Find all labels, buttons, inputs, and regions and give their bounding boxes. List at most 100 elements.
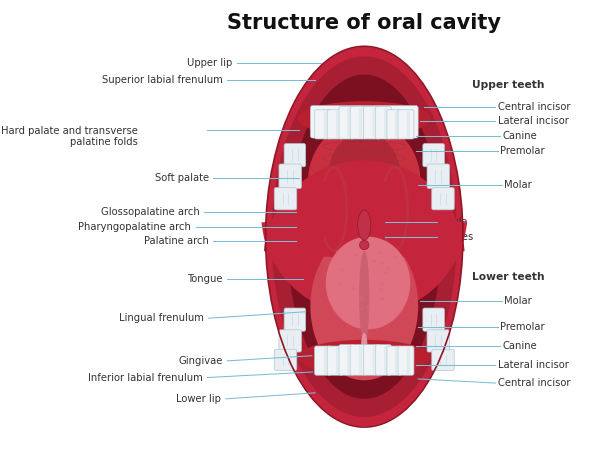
FancyBboxPatch shape	[336, 111, 340, 137]
FancyBboxPatch shape	[395, 348, 398, 374]
Text: Tongue: Tongue	[187, 274, 223, 284]
FancyBboxPatch shape	[432, 188, 454, 210]
FancyBboxPatch shape	[284, 308, 305, 331]
Text: Superior labial frenulum: Superior labial frenulum	[102, 75, 223, 85]
Ellipse shape	[379, 288, 383, 291]
Ellipse shape	[359, 296, 362, 299]
Ellipse shape	[336, 251, 340, 254]
FancyBboxPatch shape	[314, 346, 331, 375]
Ellipse shape	[361, 333, 368, 363]
Ellipse shape	[328, 132, 401, 220]
Ellipse shape	[384, 271, 388, 274]
Ellipse shape	[334, 189, 395, 266]
Ellipse shape	[272, 56, 457, 417]
FancyBboxPatch shape	[324, 111, 328, 137]
FancyBboxPatch shape	[324, 348, 328, 374]
FancyBboxPatch shape	[279, 330, 301, 352]
Ellipse shape	[287, 75, 442, 399]
FancyBboxPatch shape	[376, 107, 391, 139]
FancyBboxPatch shape	[279, 164, 301, 189]
Ellipse shape	[380, 262, 383, 265]
Text: Central incisor: Central incisor	[498, 378, 571, 388]
FancyBboxPatch shape	[339, 107, 354, 139]
Text: Molar: Molar	[504, 295, 532, 306]
FancyBboxPatch shape	[384, 346, 388, 374]
FancyBboxPatch shape	[387, 346, 402, 375]
Ellipse shape	[386, 267, 389, 270]
FancyBboxPatch shape	[387, 110, 402, 139]
Text: Canine: Canine	[503, 131, 537, 141]
Text: Gingivae: Gingivae	[178, 356, 223, 366]
Text: Central incisor: Central incisor	[498, 102, 571, 112]
FancyBboxPatch shape	[373, 346, 376, 374]
Ellipse shape	[351, 287, 355, 290]
Text: Glossopalatine arch: Glossopalatine arch	[101, 207, 199, 217]
FancyBboxPatch shape	[423, 144, 445, 167]
Ellipse shape	[380, 283, 384, 286]
Wedge shape	[264, 160, 464, 260]
FancyBboxPatch shape	[398, 110, 414, 139]
FancyBboxPatch shape	[347, 346, 350, 374]
Text: Soft palate: Soft palate	[155, 173, 209, 183]
FancyBboxPatch shape	[314, 110, 331, 139]
Text: Structure of oral cavity: Structure of oral cavity	[227, 13, 501, 33]
FancyBboxPatch shape	[327, 110, 343, 139]
FancyBboxPatch shape	[373, 108, 376, 137]
Ellipse shape	[358, 210, 371, 240]
Text: Lower teeth: Lower teeth	[472, 273, 545, 282]
Ellipse shape	[361, 298, 364, 301]
Ellipse shape	[298, 340, 431, 375]
Ellipse shape	[326, 237, 410, 329]
Text: Hard palate and transverse
palatine folds: Hard palate and transverse palatine fold…	[1, 126, 139, 147]
Ellipse shape	[359, 251, 370, 343]
Ellipse shape	[372, 260, 376, 263]
Text: Fauces: Fauces	[439, 232, 473, 242]
Ellipse shape	[298, 101, 431, 136]
FancyBboxPatch shape	[395, 111, 398, 137]
Text: Premolar: Premolar	[500, 322, 545, 332]
FancyBboxPatch shape	[359, 346, 362, 374]
FancyBboxPatch shape	[310, 106, 418, 138]
Ellipse shape	[308, 121, 421, 241]
Ellipse shape	[360, 307, 364, 309]
Text: Lateral incisor: Lateral incisor	[498, 361, 569, 370]
Ellipse shape	[310, 232, 418, 380]
FancyBboxPatch shape	[347, 108, 350, 137]
Text: Lateral incisor: Lateral incisor	[498, 116, 569, 126]
FancyBboxPatch shape	[407, 111, 410, 137]
FancyBboxPatch shape	[432, 350, 454, 370]
Ellipse shape	[310, 121, 418, 315]
FancyBboxPatch shape	[336, 348, 340, 374]
Text: Lingual frenulum: Lingual frenulum	[119, 313, 204, 323]
FancyBboxPatch shape	[364, 345, 380, 375]
Ellipse shape	[359, 240, 369, 250]
Ellipse shape	[340, 268, 343, 271]
FancyBboxPatch shape	[350, 107, 366, 139]
FancyBboxPatch shape	[327, 346, 343, 375]
Wedge shape	[262, 213, 467, 315]
Ellipse shape	[380, 298, 385, 301]
Text: Canine: Canine	[503, 342, 537, 351]
Text: Palatine arch: Palatine arch	[144, 236, 209, 247]
FancyBboxPatch shape	[359, 108, 362, 137]
Text: Molar: Molar	[504, 180, 532, 190]
Ellipse shape	[266, 47, 463, 427]
Ellipse shape	[379, 251, 382, 254]
FancyBboxPatch shape	[427, 164, 449, 189]
Text: Lower lip: Lower lip	[176, 394, 221, 404]
Text: Upper lip: Upper lip	[187, 57, 232, 68]
Ellipse shape	[338, 282, 342, 285]
FancyBboxPatch shape	[274, 350, 297, 370]
Text: Inferior labial frenulum: Inferior labial frenulum	[88, 372, 203, 383]
FancyBboxPatch shape	[284, 144, 305, 167]
FancyBboxPatch shape	[407, 348, 410, 374]
Ellipse shape	[393, 256, 397, 259]
FancyBboxPatch shape	[384, 108, 388, 137]
FancyBboxPatch shape	[339, 345, 354, 375]
Text: Uvula: Uvula	[439, 217, 468, 227]
Ellipse shape	[366, 306, 370, 308]
Text: Premolar: Premolar	[500, 145, 545, 156]
Text: Upper teeth: Upper teeth	[472, 80, 545, 90]
FancyBboxPatch shape	[398, 346, 414, 375]
Text: Pharyngopalatine arch: Pharyngopalatine arch	[78, 221, 191, 232]
